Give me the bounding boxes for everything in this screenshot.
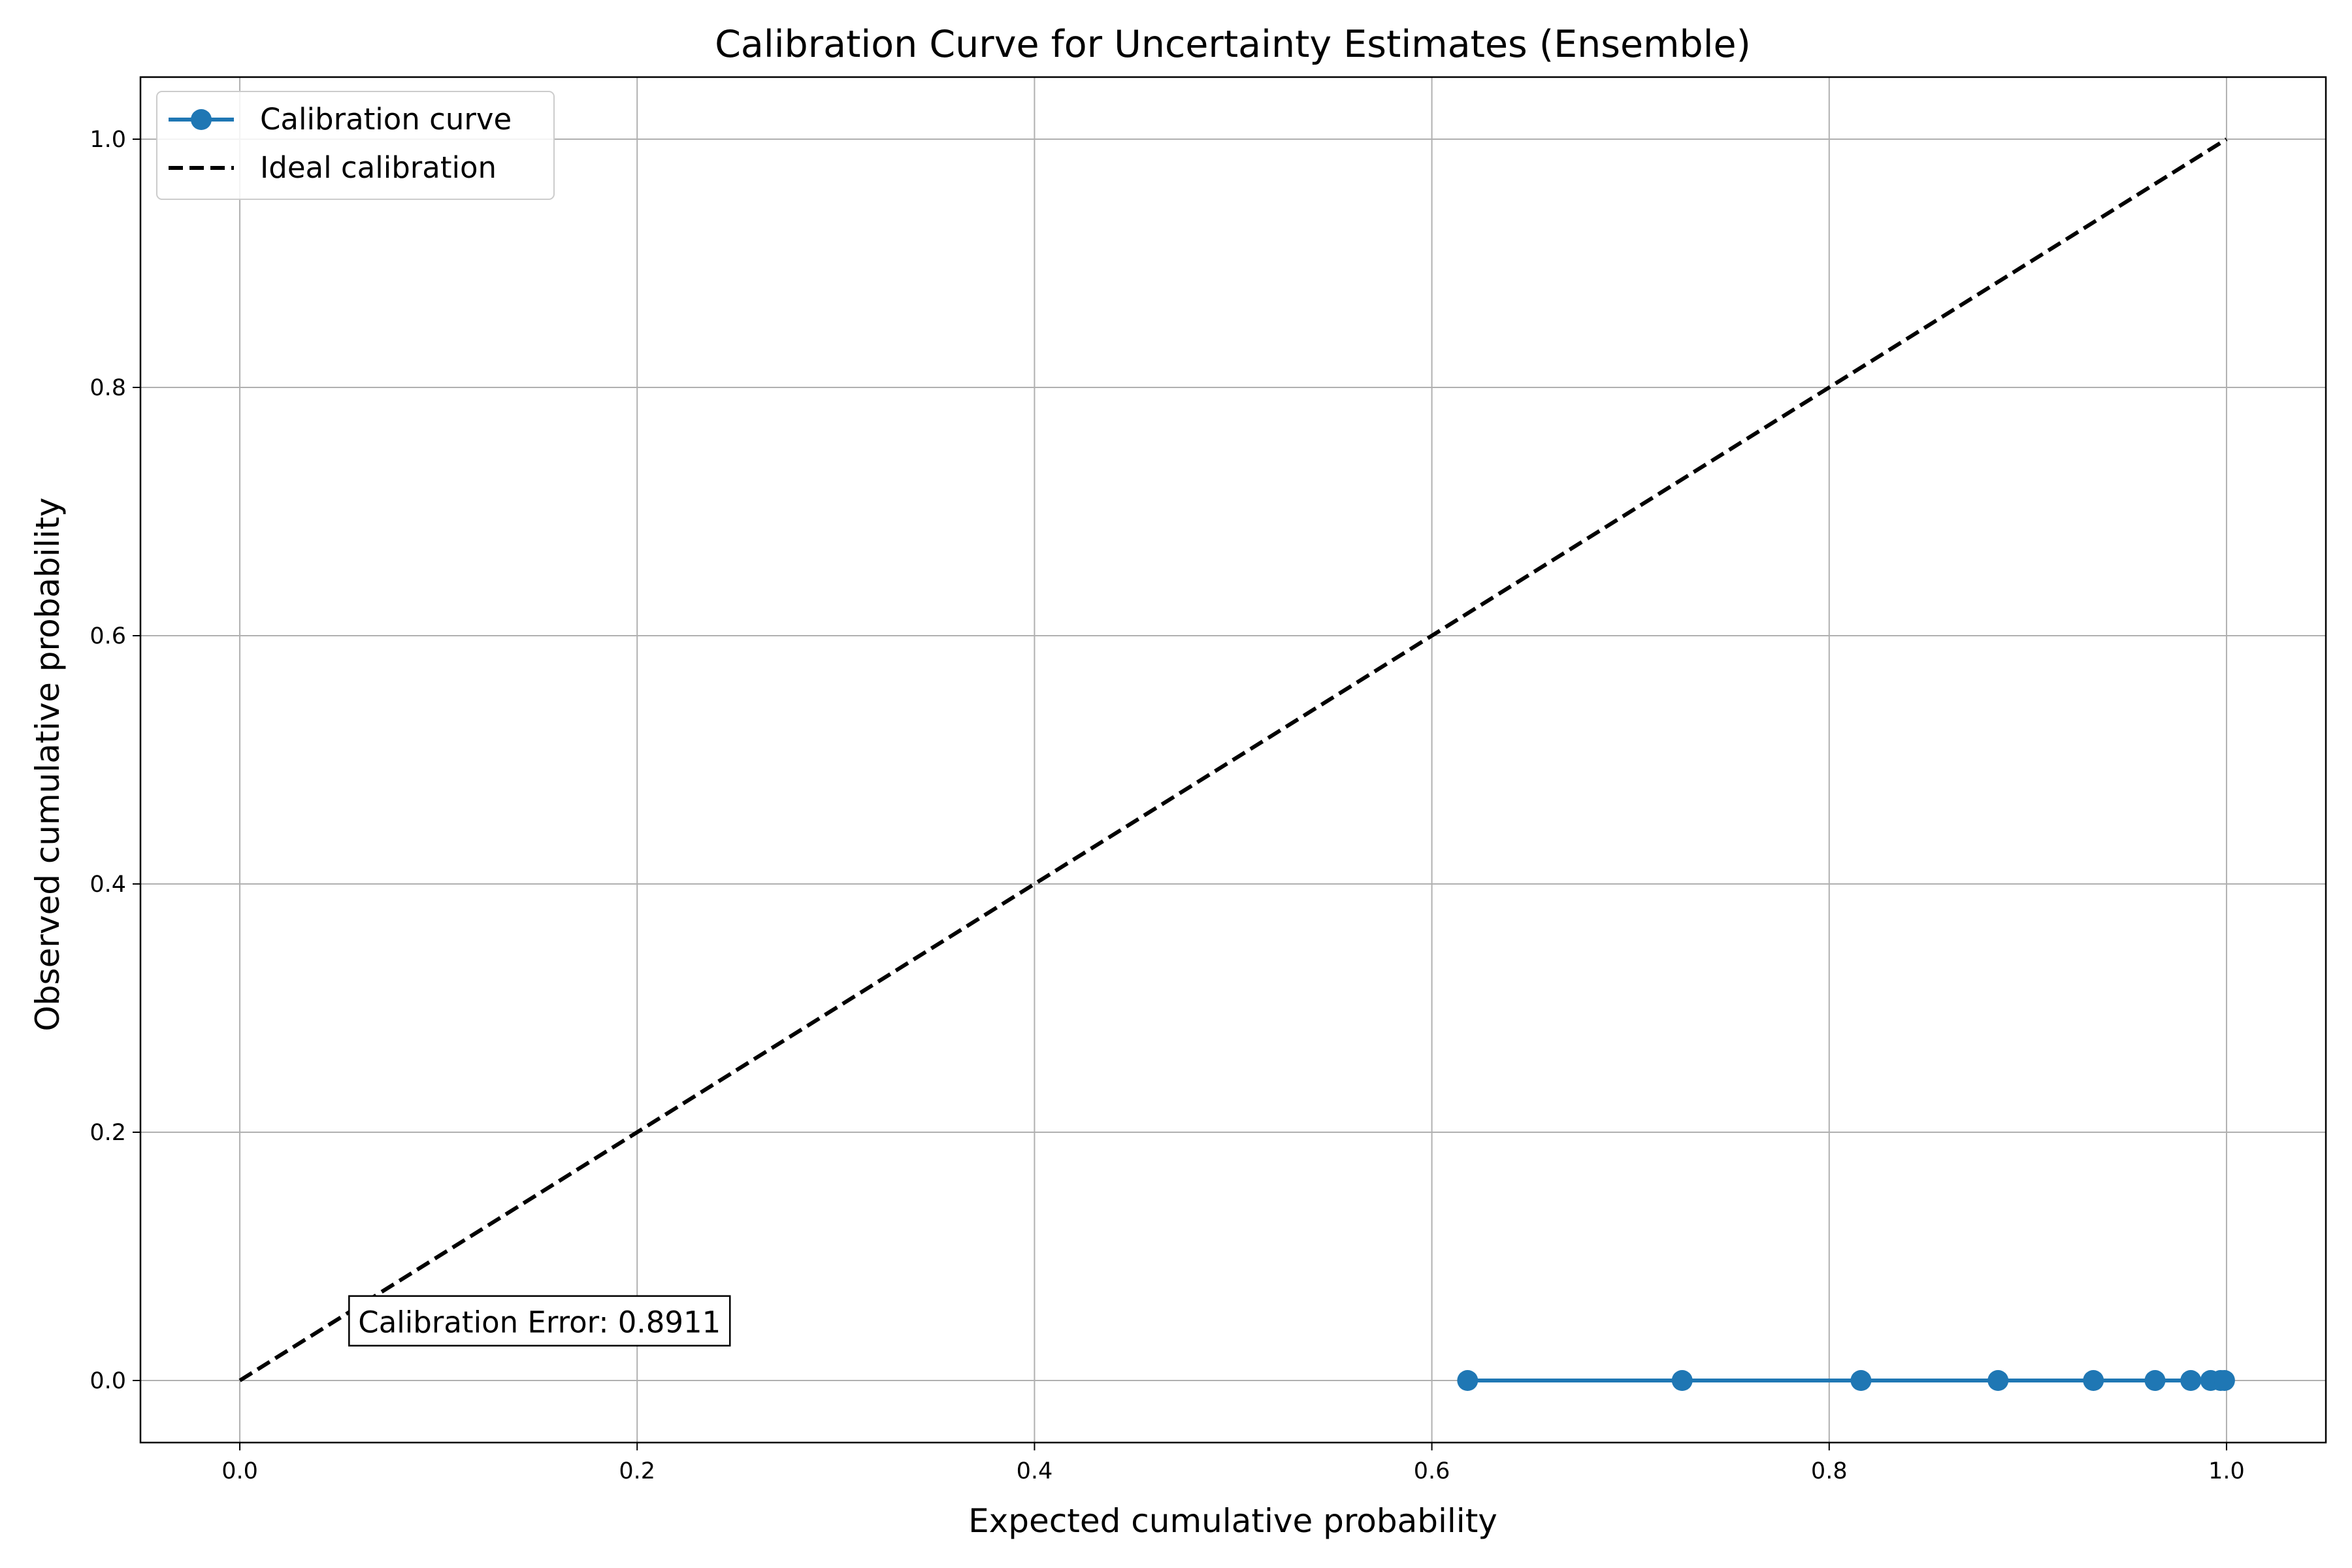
y-axis-label: Observed cumulative probability: [29, 497, 67, 1031]
calibration-curve-marker: [1671, 1370, 1693, 1391]
y-tick-label: 1.0: [90, 127, 126, 153]
calibration-curve-marker: [1850, 1370, 1872, 1391]
chart-title: Calibration Curve for Uncertainty Estima…: [715, 23, 1751, 66]
plot-area: 0.0 0.2 0.4 0.6 0.8 1.0 0.0 0.2 0.4 0.6 0.8 1.0 Cali…: [90, 76, 2327, 1484]
legend-calibration-marker: [191, 109, 212, 130]
y-tick-label: 0.8: [90, 375, 126, 401]
x-tick-label: 0.0: [221, 1458, 258, 1484]
calibration-curve-marker: [1987, 1370, 2009, 1391]
calibration-curve-marker: [2213, 1370, 2235, 1391]
calibration-error-annotation: Calibration Error: 0.8911: [358, 1305, 721, 1340]
annotation-box: [348, 1295, 731, 1347]
legend-label-ideal: Ideal calibration: [260, 150, 497, 185]
x-tick-label: 0.2: [619, 1458, 655, 1484]
y-tick-label: 0.2: [90, 1120, 126, 1146]
x-tick-label: 0.8: [1811, 1458, 1848, 1484]
legend-frame: [156, 91, 555, 200]
calibration-curve-marker: [2144, 1370, 2166, 1391]
x-tick-label: 0.4: [1017, 1458, 1053, 1484]
y-tick-label: 0.0: [90, 1368, 126, 1394]
calibration-curve-marker: [2180, 1370, 2202, 1391]
x-tick-label: 0.6: [1414, 1458, 1450, 1484]
calibration-curve-marker: [2083, 1370, 2104, 1391]
x-axis-label: Expected cumulative probability: [968, 1502, 1497, 1540]
legend: Calibration curve Ideal calibration: [156, 91, 555, 200]
axes-frame: [139, 76, 2327, 1444]
x-tick-label: 1.0: [2208, 1458, 2245, 1484]
y-tick-label: 0.4: [90, 872, 126, 898]
legend-label-calibration: Calibration curve: [260, 102, 512, 137]
y-tick-label: 0.6: [90, 623, 126, 649]
calibration-curve-marker: [1457, 1370, 1478, 1391]
ideal-calibration-line: [238, 137, 2228, 1382]
